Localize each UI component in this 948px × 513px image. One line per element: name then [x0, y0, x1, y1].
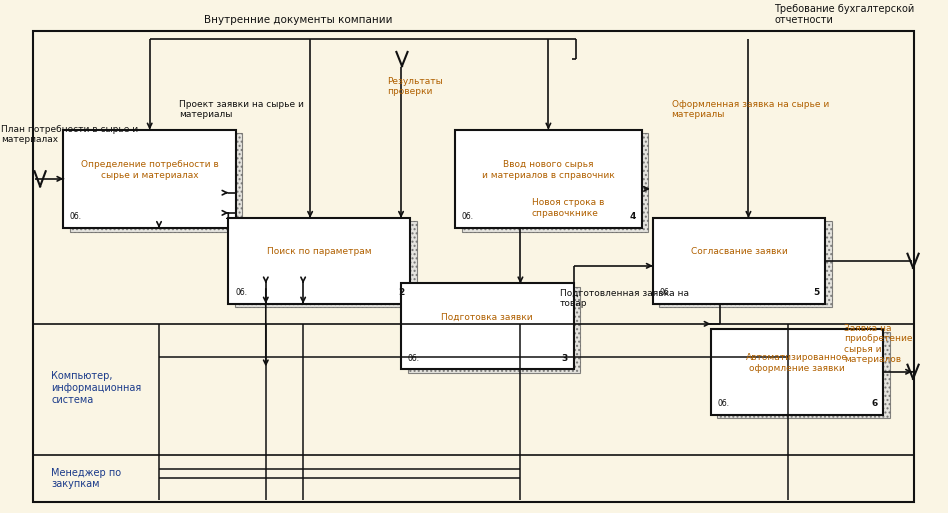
Bar: [235, 222, 417, 307]
Text: 2: 2: [398, 288, 405, 297]
Text: 0б.: 0б.: [70, 212, 82, 222]
Text: 1: 1: [224, 212, 230, 222]
Text: План потребности в сырье и
материалах: План потребности в сырье и материалах: [1, 125, 138, 144]
Bar: [64, 130, 236, 228]
Text: 3: 3: [562, 353, 568, 363]
Text: Ввод нового сырья
и материалов в справочник: Ввод нового сырья и материалов в справоч…: [482, 160, 614, 180]
Text: 0б.: 0б.: [718, 399, 729, 408]
Text: 0б.: 0б.: [660, 288, 671, 297]
Text: Подготовленная заявка на
товар: Подготовленная заявка на товар: [559, 289, 688, 308]
Text: Требование бухгалтерской
отчетности: Требование бухгалтерской отчетности: [775, 4, 915, 25]
Text: 5: 5: [813, 288, 820, 297]
Text: Заявка на
приобретение
сырья и
материалов: Заявка на приобретение сырья и материало…: [844, 324, 913, 364]
Text: Согласвание заявки: Согласвание заявки: [691, 247, 788, 256]
Text: 0б.: 0б.: [235, 288, 247, 297]
Text: Определение потребности в
сырье и материалах: Определение потребности в сырье и матери…: [81, 160, 219, 180]
Text: 4: 4: [629, 212, 636, 222]
Text: Результаты
проверки: Результаты проверки: [387, 77, 443, 96]
Text: Новоя строка в
справочкнике: Новоя строка в справочкнике: [532, 198, 604, 218]
Bar: [462, 133, 648, 231]
Text: 6: 6: [871, 399, 878, 408]
Bar: [70, 133, 243, 231]
Bar: [401, 284, 574, 369]
Text: Поиск по параметрам: Поиск по параметрам: [267, 247, 372, 256]
Text: Автоматизированное
оформление заявки: Автоматизированное оформление заявки: [746, 352, 848, 373]
Bar: [653, 218, 826, 304]
Bar: [718, 332, 890, 418]
Text: Компьютер,
информационная
система: Компьютер, информационная система: [51, 371, 141, 404]
Text: Внутренние документы компании: Внутренние документы компании: [204, 15, 392, 25]
Text: Оформленная заявка на сырье и
материалы: Оформленная заявка на сырье и материалы: [671, 100, 829, 119]
Bar: [228, 218, 410, 304]
Text: 0б.: 0б.: [462, 212, 474, 222]
Bar: [660, 222, 832, 307]
Text: 0б.: 0б.: [408, 353, 420, 363]
Bar: [408, 287, 580, 373]
Text: Менеджер по
закупкам: Менеджер по закупкам: [51, 468, 121, 489]
Text: Проект заявки на сырье и
материалы: Проект заявки на сырье и материалы: [179, 100, 304, 119]
Bar: [455, 130, 642, 228]
Bar: [711, 329, 884, 415]
Text: Подготовка заявки: Подготовка заявки: [442, 313, 533, 322]
